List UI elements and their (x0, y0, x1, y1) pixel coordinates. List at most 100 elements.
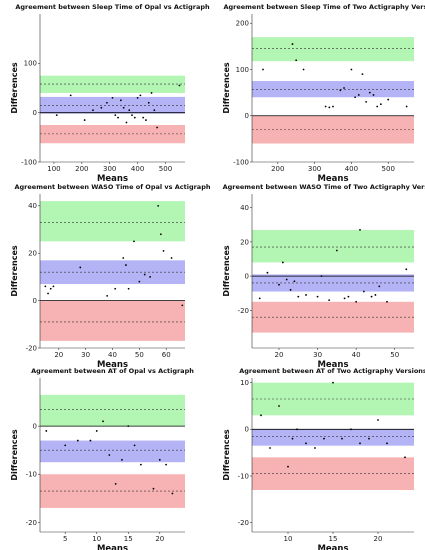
data-point (289, 288, 292, 291)
data-point (131, 114, 133, 117)
upper-loa-band (252, 229, 414, 263)
data-point (138, 280, 141, 283)
data-point (361, 73, 364, 76)
data-point (69, 94, 72, 97)
x-tick-label: 300 (103, 165, 116, 173)
data-point (52, 285, 55, 288)
data-point (305, 442, 307, 445)
data-point (162, 249, 165, 252)
data-point (314, 447, 316, 449)
chart-title: Agreement between AT of Opal vs Actigrap… (31, 367, 194, 375)
data-point (387, 98, 390, 101)
x-tick-label: 10 (284, 535, 293, 543)
data-point (278, 405, 280, 407)
data-point (335, 249, 338, 252)
data-point (47, 292, 49, 295)
data-point (269, 447, 271, 449)
data-point (376, 105, 379, 108)
data-point (156, 126, 159, 129)
x-tick-label: 20 (155, 535, 164, 543)
data-point (323, 437, 325, 440)
y-axis-label: Differences (222, 245, 231, 297)
x-axis-label: Means (97, 174, 128, 184)
data-point (354, 96, 356, 99)
data-point (372, 94, 375, 96)
data-point (260, 414, 262, 417)
data-point (64, 444, 67, 447)
data-point (404, 456, 406, 459)
y-tick-label: 0 (33, 423, 37, 431)
y-tick-label: 200 (236, 20, 249, 28)
data-point (102, 420, 104, 423)
chart-title: Agreement between WASO Time of Opal vs A… (15, 183, 211, 191)
data-point (45, 430, 48, 432)
chart-panel-2: 200 300 400 500 -100 0 100 200 Agreement between… (222, 3, 425, 184)
y-tick-label: 0 (245, 112, 249, 120)
y-tick-label: 100 (236, 66, 249, 74)
x-tick-label: 100 (47, 165, 60, 173)
data-point (149, 276, 151, 278)
chart-panel-6: 10 15 20 -20 -10 0 10 Agreement between AT of T… (222, 367, 425, 550)
chart-panel-3: 20 30 40 50 60 -20 0 20 40 Agreement between WASO… (10, 183, 211, 370)
data-point (347, 295, 350, 298)
y-tick-label: 100 (24, 60, 37, 68)
y-tick-label: -10 (238, 472, 249, 480)
y-tick-label: -20 (26, 519, 37, 527)
x-axis-label: Means (97, 544, 128, 550)
data-point (355, 300, 358, 303)
data-point (359, 442, 361, 445)
y-axis-label: Differences (222, 429, 231, 481)
data-point (359, 229, 361, 231)
data-point (114, 114, 117, 117)
y-tick-label: -20 (26, 344, 37, 352)
data-point (147, 101, 150, 104)
data-point (302, 68, 305, 71)
data-point (133, 444, 136, 447)
data-point (55, 114, 58, 117)
data-point (145, 119, 147, 121)
data-point (339, 89, 342, 92)
data-point (133, 116, 136, 119)
data-point (365, 100, 368, 103)
data-point (378, 285, 381, 288)
data-point (122, 106, 125, 109)
data-point (178, 84, 181, 87)
chart-panel-4: 20 30 40 50 -20 0 20 40 Agreement between WASO T… (222, 183, 425, 370)
data-point (374, 294, 377, 296)
data-point (291, 437, 294, 440)
y-tick-label: 0 (33, 297, 37, 305)
data-point (357, 94, 360, 96)
data-point (114, 287, 117, 290)
data-point (332, 381, 334, 384)
chart-title: Agreement between Sleep Time of Opal vs … (15, 3, 210, 11)
y-axis-label: Differences (10, 245, 19, 297)
data-point (111, 96, 114, 99)
x-tick-label: 400 (345, 165, 358, 173)
data-point (157, 204, 160, 207)
data-point (125, 264, 127, 266)
data-point (125, 121, 128, 124)
data-point (370, 295, 373, 298)
x-tick-label: 20 (374, 535, 383, 543)
data-point (368, 91, 371, 94)
data-point (362, 290, 365, 293)
data-point (379, 103, 382, 106)
data-point (92, 109, 94, 112)
data-point (341, 437, 343, 440)
mean-difference-band (252, 429, 414, 446)
data-point (108, 454, 111, 456)
y-tick-label: 20 (28, 250, 37, 258)
data-point (150, 92, 153, 94)
data-point (316, 295, 319, 298)
y-tick-label: -100 (21, 158, 37, 166)
x-tick-label: 40 (352, 351, 361, 359)
data-point (106, 101, 108, 104)
upper-loa-band (252, 37, 414, 62)
data-point (368, 437, 370, 440)
chart-title: Agreement between WASO Time of Two Actig… (223, 183, 425, 191)
data-point (119, 99, 122, 102)
x-axis-label: Means (317, 544, 348, 550)
data-point (305, 294, 307, 296)
data-point (320, 275, 323, 278)
